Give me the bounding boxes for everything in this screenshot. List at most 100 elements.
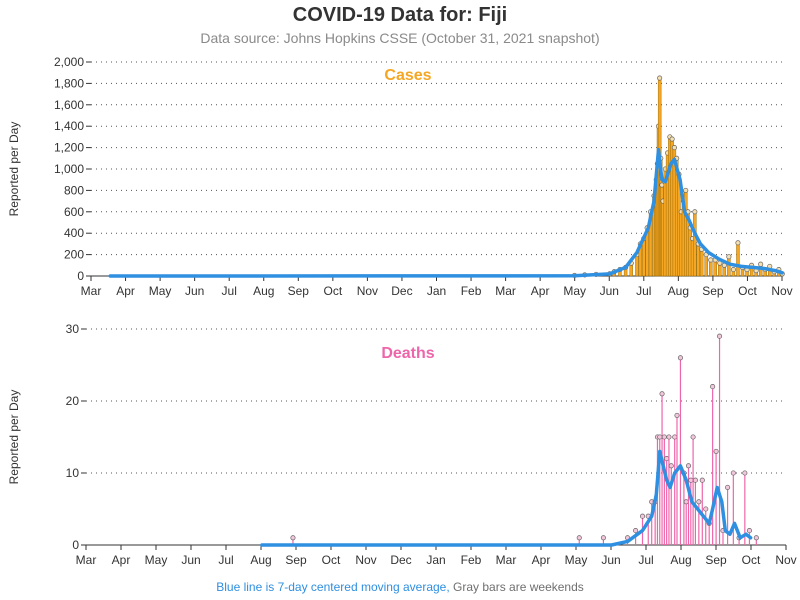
footnote-weekends: Gray bars are weekends [453, 580, 584, 594]
page-title: COVID-19 Data for: Fiji [292, 4, 508, 26]
deaths-xtick-label: Apr [112, 553, 131, 567]
deaths-ytick-label: 10 [66, 466, 80, 480]
cases-chart-title: Cases [384, 67, 431, 84]
cases-point [659, 182, 665, 188]
cases-ytick-label: 1,600 [54, 98, 84, 112]
cases-xtick-label: May [563, 284, 586, 298]
deaths-point [639, 513, 646, 519]
cases-point [683, 187, 689, 193]
deaths-point [576, 535, 582, 541]
deaths-point [725, 484, 731, 490]
cases-xtick-label: May [149, 284, 172, 298]
deaths-point [600, 535, 606, 541]
deaths-point [664, 456, 670, 462]
deaths-moving-average-line [260, 449, 753, 547]
cases-xtick-label: Apr [531, 284, 550, 298]
deaths-xtick-label: Mar [76, 553, 97, 567]
cases-point [692, 209, 698, 215]
cases-bar [699, 249, 704, 277]
cases-ytick-label: 400 [64, 226, 84, 240]
cases-xtick-label: Aug [253, 284, 274, 298]
page-subtitle: Data source: Johns Hopkins CSSE (October… [200, 30, 600, 46]
cases-xtick-label: Jul [222, 284, 237, 298]
cases-ytick-label: 1,800 [54, 76, 84, 90]
cases-xtick-label: Feb [461, 284, 482, 298]
cases-ytick-label: 0 [77, 269, 84, 283]
deaths-point [661, 434, 667, 440]
cases-point [726, 254, 732, 260]
deaths-xtick-label: Apr [532, 553, 551, 567]
deaths-xtick-label: May [565, 553, 588, 567]
cases-xtick-label: Apr [116, 284, 135, 298]
deaths-xtick-label: Mar [496, 553, 517, 567]
deaths-point [699, 477, 705, 483]
cases-moving-average-line [108, 147, 784, 278]
deaths-y-axis-label: Reported per Day [7, 390, 21, 485]
cases-point [730, 267, 736, 273]
cases-bar [642, 238, 646, 277]
cases-xtick-label: Sep [288, 284, 310, 298]
deaths-point [672, 434, 678, 440]
deaths-point [633, 528, 639, 534]
deaths-point [677, 355, 683, 361]
cases-ytick-label: 600 [64, 205, 84, 219]
cases-xtick-label: Jun [185, 284, 204, 298]
deaths-xtick-label: Nov [775, 553, 796, 567]
cases-xtick-label: Oct [324, 284, 343, 298]
footnote: Blue line is 7-day centered moving avera… [0, 580, 800, 594]
cases-ytick-label: 800 [64, 183, 84, 197]
cases-xtick-label: Dec [391, 284, 412, 298]
deaths-point [710, 384, 716, 390]
deaths-xtick-label: Oct [322, 553, 341, 567]
cases-xtick-label: Aug [668, 284, 689, 298]
deaths-point [683, 499, 689, 505]
deaths-xtick-label: Jul [218, 553, 233, 567]
deaths-xtick-label: Jun [601, 553, 620, 567]
deaths-point [668, 463, 674, 469]
cases-xtick-label: Sep [702, 284, 724, 298]
deaths-point [688, 477, 694, 483]
cases-xtick-label: Jun [600, 284, 619, 298]
deaths-xtick-label: Feb [461, 553, 482, 567]
deaths-xtick-label: Sep [285, 553, 307, 567]
cases-panel: 0 200 400 600 800 1,000 1,200 1,400 1,600 1,800 2,… [7, 55, 793, 298]
cases-bar [635, 254, 639, 277]
deaths-point [685, 463, 692, 469]
deaths-point [674, 412, 680, 418]
footnote-moving-average: Blue line is 7-day centered moving avera… [216, 580, 450, 594]
cases-xtick-label: Nov [357, 284, 378, 298]
cases-ytick-label: 1,400 [54, 119, 84, 133]
cases-point [735, 240, 741, 246]
deaths-xtick-label: Jun [181, 553, 200, 567]
deaths-point [730, 470, 736, 476]
deaths-point [713, 448, 719, 454]
cases-point [657, 75, 663, 81]
deaths-ytick-label: 20 [66, 394, 80, 408]
deaths-xtick-label: Nov [355, 553, 376, 567]
cases-xtick-label: Oct [738, 284, 757, 298]
deaths-panel: 0 10 20 30 Mar Apr May Jun Jul Aug Sep Oct Nov Dec Jan… [7, 322, 797, 567]
deaths-point [657, 434, 663, 440]
deaths-point [290, 535, 296, 541]
deaths-point [746, 528, 752, 534]
deaths-ytick-label: 30 [66, 322, 80, 336]
deaths-chart-title: Deaths [381, 345, 434, 362]
deaths-point [703, 506, 709, 512]
deaths-point [666, 434, 672, 440]
cases-point [758, 261, 764, 267]
cases-y-axis-label: Reported per Day [7, 122, 21, 217]
deaths-xtick-label: Jul [638, 553, 653, 567]
deaths-ytick-label: 0 [72, 538, 79, 552]
cases-bar [736, 242, 740, 277]
cases-ytick-label: 2,000 [54, 55, 84, 69]
cases-bar [727, 256, 731, 277]
cases-ytick-label: 1,000 [54, 162, 84, 176]
cases-ytick-label: 1,200 [54, 141, 84, 155]
deaths-point [742, 470, 748, 476]
cases-xtick-label: Mar [495, 284, 516, 298]
deaths-xtick-label: Oct [742, 553, 761, 567]
deaths-xtick-label: Aug [670, 553, 691, 567]
deaths-xtick-label: Jan [426, 553, 445, 567]
cases-xtick-label: Jan [427, 284, 446, 298]
